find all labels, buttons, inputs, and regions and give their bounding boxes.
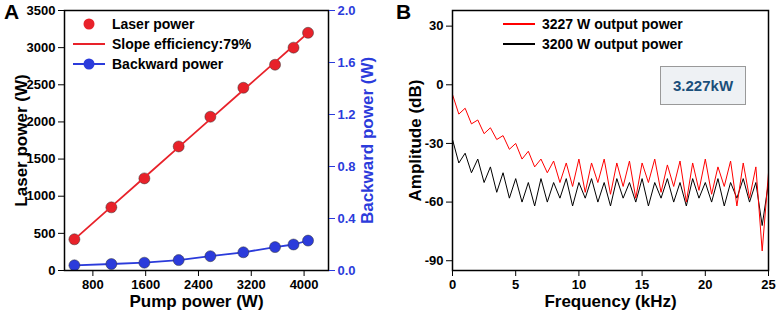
html-text:3200 W output power: 3200 W output power (542, 36, 683, 52)
svg-text:1600: 1600 (131, 277, 160, 292)
html-text:3.227kW: 3.227kW (673, 77, 733, 94)
svg-text:500: 500 (34, 226, 56, 241)
svg-text:20: 20 (698, 277, 712, 292)
html-text:Slope efficiency:79%: Slope efficiency:79% (112, 36, 252, 52)
svg-text:10: 10 (572, 277, 586, 292)
svg-text:5: 5 (512, 277, 519, 292)
svg-text:-30: -30 (425, 136, 444, 151)
svg-text:3000: 3000 (27, 40, 56, 55)
svg-text:1500: 1500 (27, 151, 56, 166)
svg-text:1.6: 1.6 (338, 55, 356, 70)
html-text:B: B (396, 0, 412, 23)
svg-text:2400: 2400 (184, 277, 213, 292)
svg-text:0: 0 (449, 277, 456, 292)
svg-text:2.0: 2.0 (338, 3, 356, 18)
svg-text:4000: 4000 (290, 277, 319, 292)
html-text:3227 W output power: 3227 W output power (542, 16, 683, 32)
svg-text:Pump power (W): Pump power (W) (129, 292, 263, 311)
html-text:Laser power: Laser power (112, 16, 195, 32)
html-text:Backward power: Backward power (112, 56, 224, 72)
svg-text:-90: -90 (425, 253, 444, 268)
svg-text:0.8: 0.8 (338, 159, 356, 174)
svg-text:0.0: 0.0 (338, 263, 356, 278)
html-text:A: A (4, 0, 20, 23)
svg-text:0: 0 (436, 77, 443, 92)
svg-text:30: 30 (429, 18, 443, 33)
svg-text:15: 15 (635, 277, 649, 292)
svg-text:Frequency (kHz): Frequency (kHz) (544, 292, 676, 311)
svg-text:0.4: 0.4 (338, 211, 357, 226)
svg-text:Backward power (W): Backward power (W) (358, 57, 377, 224)
svg-text:800: 800 (82, 277, 104, 292)
svg-text:-60: -60 (425, 194, 444, 209)
svg-text:25: 25 (761, 277, 775, 292)
svg-text:2500: 2500 (27, 77, 56, 92)
svg-text:2000: 2000 (27, 114, 56, 129)
svg-text:0: 0 (48, 263, 55, 278)
svg-text:Laser power (W): Laser power (W) (12, 74, 31, 206)
svg-text:1.2: 1.2 (338, 107, 356, 122)
svg-text:Amplitude (dB): Amplitude (dB) (406, 80, 425, 202)
svg-text:3500: 3500 (27, 3, 56, 18)
svg-text:1000: 1000 (27, 188, 56, 203)
svg-text:3200: 3200 (237, 277, 266, 292)
